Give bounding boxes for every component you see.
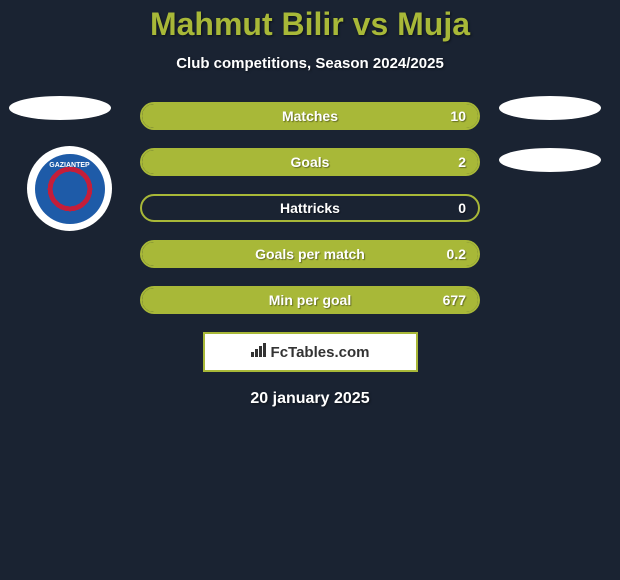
stat-value: 677	[443, 292, 466, 308]
player-right-oval-top	[499, 96, 601, 120]
footer-date: 20 january 2025	[0, 390, 620, 408]
club-badge-text: GAZIANTEP	[35, 162, 105, 169]
stat-value: 0.2	[447, 246, 466, 262]
stat-value: 10	[450, 108, 466, 124]
footer-brand-box: FcTables.com	[203, 332, 418, 372]
club-badge: GAZIANTEP	[27, 146, 112, 231]
footer-brand-text: FcTables.com	[271, 344, 370, 361]
comparison-content: GAZIANTEP Matches 10 Goals 2 Hattricks 0…	[0, 102, 620, 408]
player-right-oval-bottom	[499, 148, 601, 172]
stat-bar: Goals 2	[140, 148, 480, 176]
player-left-oval	[9, 96, 111, 120]
stat-value: 2	[458, 154, 466, 170]
stat-bar: Hattricks 0	[140, 194, 480, 222]
stat-bar: Min per goal 677	[140, 286, 480, 314]
stat-label: Hattricks	[280, 200, 340, 216]
stat-label: Goals	[291, 154, 330, 170]
stat-label: Min per goal	[269, 292, 351, 308]
chart-icon	[251, 343, 267, 362]
page-subtitle: Club competitions, Season 2024/2025	[0, 55, 620, 72]
stat-bar: Goals per match 0.2	[140, 240, 480, 268]
stats-bars: Matches 10 Goals 2 Hattricks 0 Goals per…	[140, 102, 480, 314]
stat-label: Matches	[282, 108, 338, 124]
stat-bar: Matches 10	[140, 102, 480, 130]
club-badge-inner: GAZIANTEP	[35, 154, 105, 224]
stat-value: 0	[458, 200, 466, 216]
page-title: Mahmut Bilir vs Muja	[0, 0, 620, 43]
stat-label: Goals per match	[255, 246, 365, 262]
